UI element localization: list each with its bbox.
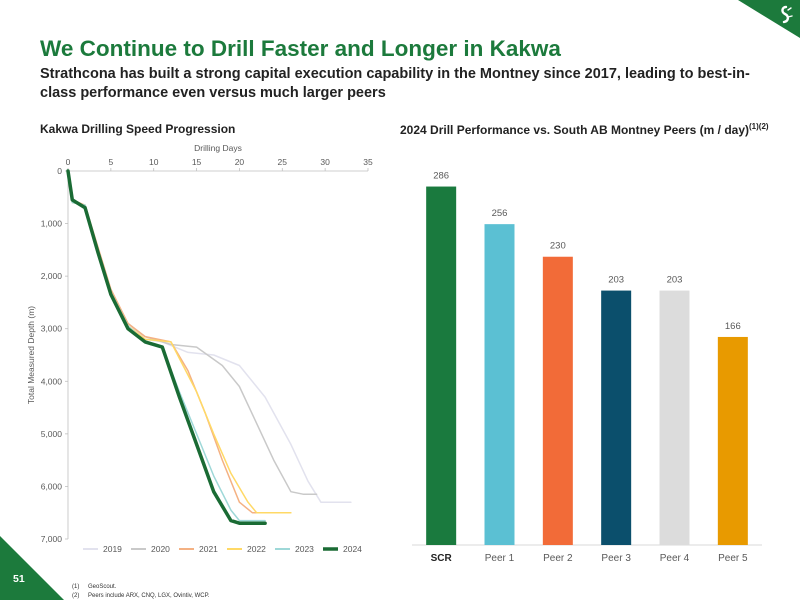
y-tick-label: 6,000 [41,481,63,491]
x-tick-label: 10 [149,157,159,167]
bar-chart-title-footnote: (1)(2) [749,122,769,131]
logo-corner [738,0,800,38]
y-tick-label: 3,000 [41,324,63,334]
bar-value-label: 256 [492,208,508,219]
footnote-2: (2) Peers include ARX, CNQ, LGX, Ovintiv,… [72,592,210,600]
bar-peer-2 [542,256,573,545]
y-tick-label: 7,000 [41,534,63,544]
x-tick-label: 5 [108,157,113,167]
footnote-2-number: (2) [72,592,80,599]
bar-peer-5 [717,336,748,545]
bar-value-label: 203 [608,275,624,286]
line-chart-title: Kakwa Drilling Speed Progression [40,122,236,136]
legend-label-2019: 2019 [103,544,122,554]
bar-category-label: Peer 1 [485,553,515,564]
bar-category-label: Peer 3 [601,553,631,564]
x-tick-label: 25 [278,157,288,167]
x-tick-label: 20 [235,157,245,167]
footnotes: (1) GeoScout. (2) Peers include ARX, CNQ, … [72,583,210,600]
y-tick-label: 2,000 [41,271,63,281]
legend-label-2024: 2024 [343,544,362,554]
legend-label-2022: 2022 [247,544,266,554]
strathcona-logo-icon [781,5,793,24]
bar-peer-3 [601,290,632,545]
bar-peer-1 [484,224,515,545]
bar-peer-4 [659,290,690,545]
bar-value-label: 203 [667,275,683,286]
x-tick-label: 35 [363,157,373,167]
legend-label-2023: 2023 [295,544,314,554]
bar-value-label: 286 [433,171,449,182]
legend-label-2020: 2020 [151,544,170,554]
page-corner [0,536,64,600]
bar-scr [426,186,457,545]
page-corner-triangle [0,536,64,600]
slide-title: We Continue to Drill Faster and Longer i… [40,36,561,61]
series-line-2024 [66,169,267,525]
bar-category-label: Peer 4 [660,553,690,564]
x-tick-label: 15 [192,157,202,167]
bar-chart-title: 2024 Drill Performance vs. South AB Mont… [400,122,769,137]
slide-subtitle: Strathcona has built a strong capital ex… [40,66,750,101]
corner-triangle [738,0,800,38]
footnote-1: (1) GeoScout. [72,583,210,592]
y-axis-label: Total Measured Depth (m) [26,306,36,404]
bar-category-label: Peer 5 [718,553,748,564]
bar-category-label: Peer 2 [543,553,573,564]
y-tick-label: 5,000 [41,429,63,439]
y-tick-label: 1,000 [41,219,63,229]
x-tick-label: 30 [320,157,330,167]
bar-chart-title-text: 2024 Drill Performance vs. South AB Mont… [400,123,749,137]
y-tick-label: 4,000 [41,376,63,386]
bar-category-label: SCR [431,553,453,564]
footnote-1-number: (1) [72,584,80,590]
footnote-2-text: Peers include ARX, CNQ, LGX, Ovintiv, WC… [88,592,210,599]
bar-value-label: 230 [550,241,566,252]
footnote-1-text: GeoScout. [88,584,117,590]
bar-value-label: 166 [725,321,741,332]
x-tick-label: 0 [66,157,71,167]
legend-label-2021: 2021 [199,544,218,554]
y-tick-label: 0 [57,166,62,176]
page-number: 51 [13,573,25,585]
x-axis-label: Drilling Days [194,143,242,153]
